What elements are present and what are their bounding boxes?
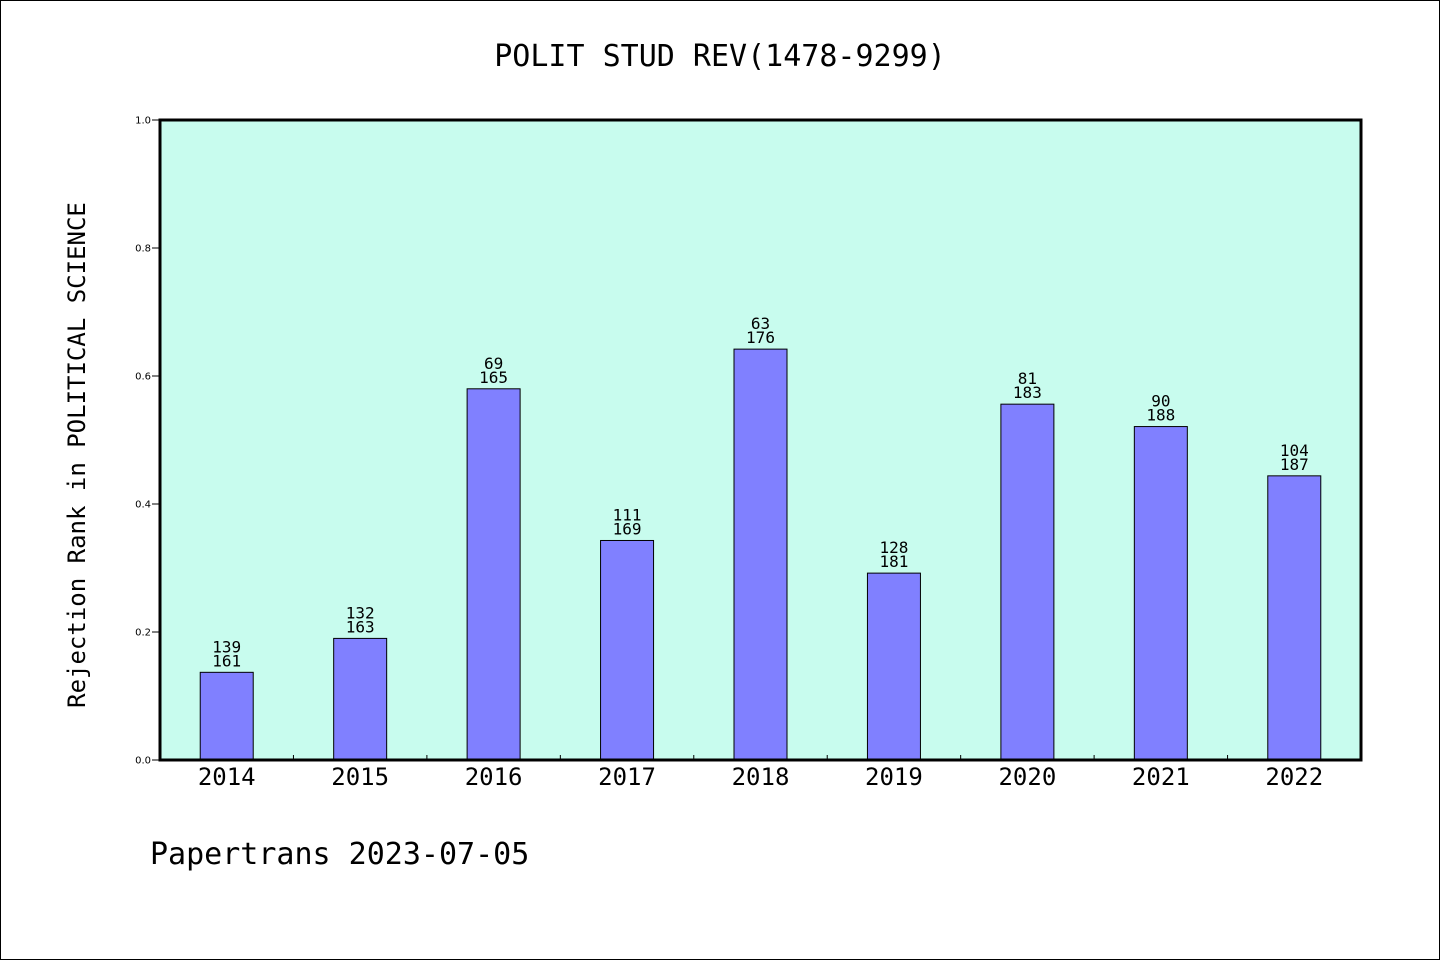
footer-credit: Papertrans 2023-07-05 — [150, 837, 529, 872]
bar-label-bottom: 176 — [746, 328, 775, 347]
bar-label-top: 139 — [212, 637, 241, 656]
x-tick-label: 2018 — [732, 763, 790, 791]
bar-label-top: 111 — [613, 505, 642, 524]
x-tick-label: 2020 — [998, 763, 1056, 791]
bar-label-bottom: 165 — [479, 368, 508, 387]
bar-2017 — [600, 539, 655, 761]
y-tick-label: 0.6 — [135, 372, 151, 383]
x-tick-label: 2021 — [1132, 763, 1190, 791]
bar-2020 — [1000, 403, 1055, 761]
y-tick-label: 0.0 — [135, 756, 151, 767]
bar-2018 — [733, 348, 788, 761]
bar-label-bottom: 181 — [879, 552, 908, 571]
plot-border — [158, 118, 1363, 762]
x-tick-label: 2017 — [598, 763, 656, 791]
bar-label-top: 104 — [1280, 441, 1309, 460]
bar-2015 — [333, 637, 388, 761]
bar-label-top: 63 — [751, 314, 770, 333]
bar-label-bottom: 169 — [613, 519, 642, 538]
y-axis-ticks: 0.0 0.2 0.4 0.6 0.8 1.0 — [135, 116, 160, 767]
bar-label-top: 90 — [1151, 392, 1170, 411]
bar-label-bottom: 161 — [212, 651, 241, 670]
y-tick-label: 0.2 — [135, 628, 151, 639]
bar-2016 — [466, 388, 521, 761]
y-axis-label: Rejection Rank in POLITICAL SCIENCE — [63, 202, 91, 708]
y-tick-label: 1.0 — [135, 116, 151, 127]
bar-label-bottom: 163 — [346, 617, 375, 636]
x-tick-label: 2014 — [198, 763, 256, 791]
y-tick-label: 0.8 — [135, 244, 151, 255]
x-tick-label: 2022 — [1265, 763, 1323, 791]
bars — [199, 348, 1322, 761]
bar-2019 — [866, 572, 921, 761]
y-tick-label: 0.4 — [135, 500, 151, 511]
bar-label-bottom: 188 — [1146, 406, 1175, 425]
bar-2021 — [1133, 426, 1188, 761]
bar-label-top: 128 — [879, 538, 908, 557]
x-axis-ticks: 2014 2015 2016 2017 2018 2019 2020 2021 2022 — [198, 755, 1323, 791]
x-tick-label: 2015 — [331, 763, 389, 791]
x-tick-label: 2016 — [465, 763, 523, 791]
bar-2022 — [1267, 475, 1322, 761]
bar-label-bottom: 183 — [1013, 383, 1042, 402]
bar-label-bottom: 187 — [1280, 455, 1309, 474]
chart-title: POLIT STUD REV(1478-9299) — [494, 39, 946, 74]
bar-label-top: 81 — [1018, 369, 1037, 388]
bar-label-top: 132 — [346, 603, 375, 622]
bar-label-top: 69 — [484, 354, 503, 373]
bar-2014 — [199, 671, 254, 761]
x-tick-label: 2019 — [865, 763, 923, 791]
